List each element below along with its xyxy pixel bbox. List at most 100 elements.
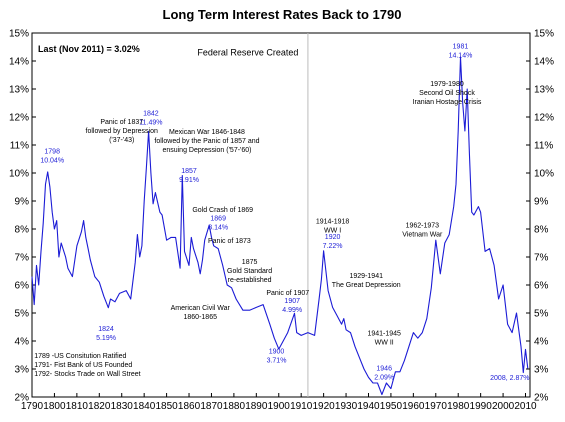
x-tick-label: 1980 xyxy=(447,401,470,412)
y-tick-label-left: 14% xyxy=(9,57,29,68)
y-tick-label-left: 4% xyxy=(15,337,30,348)
x-tick-label: 1870 xyxy=(200,401,223,412)
y-tick-label-right: 9% xyxy=(534,197,549,208)
y-tick-label-left: 7% xyxy=(15,253,30,264)
y-tick-label-left: 6% xyxy=(15,281,30,292)
x-tick-label: 1820 xyxy=(88,401,111,412)
x-tick-label: 1790 xyxy=(21,401,44,412)
annotation-label: 7.22% xyxy=(323,243,343,250)
y-tick-label-right: 8% xyxy=(534,225,549,236)
x-tick-label: 1860 xyxy=(178,401,201,412)
annotation-label: WW II xyxy=(375,339,394,346)
y-tick-label-right: 5% xyxy=(534,309,549,320)
federal-reserve-label: Federal Reserve Created xyxy=(197,47,298,57)
annotation-label: 10.04% xyxy=(40,157,64,164)
last-value-label: Last (Nov 2011) = 3.02% xyxy=(38,44,140,54)
x-axis: 1790 1800 1810 1820 1830 1840 1850 1860 1870 1880… xyxy=(21,393,537,412)
annotation-label: Gold Standard xyxy=(227,268,272,275)
annotation-label: 1791- Fist Bank of US Founded xyxy=(34,362,132,369)
annotation-label: Panic of 1837 xyxy=(100,119,143,126)
annotation-label: 1792- Stocks Trade on Wall Street xyxy=(34,371,140,378)
x-tick-label: 1890 xyxy=(245,401,268,412)
annotation-label: Mexican War 1846-1848 xyxy=(169,129,245,136)
annotation-label: 1979-1980 xyxy=(430,81,464,88)
annotation-label: Panic of 1907 xyxy=(266,290,309,297)
y-tick-label-left: 15% xyxy=(9,29,29,40)
annotation-label: 11.49% xyxy=(139,120,162,127)
annotation-label: 8.14% xyxy=(208,225,228,232)
annotation-label: followed by Depression xyxy=(86,128,158,135)
annotation-label: 1824 xyxy=(98,326,114,333)
annotation-label: The Great Depression xyxy=(332,282,401,289)
annotation-label: 1869 xyxy=(210,216,226,223)
y-tick-label-right: 14% xyxy=(534,57,554,68)
annotation-label: American Civil War xyxy=(171,305,231,312)
annotation-label: re-established xyxy=(228,277,272,284)
annotation-label: 1900 xyxy=(269,349,285,356)
annotation-label: 1907 xyxy=(284,298,300,305)
x-tick-label: 1850 xyxy=(155,401,178,412)
series-group xyxy=(31,56,529,396)
annotation-label: 1789 -US Consitution Ratified xyxy=(34,353,126,360)
x-tick-label: 1950 xyxy=(380,401,403,412)
annotation-label: 1857 xyxy=(181,168,197,175)
annotation-label: 1920 xyxy=(325,234,341,241)
y-tick-label-right: 11% xyxy=(534,141,553,152)
y-tick-label-left: 9% xyxy=(15,197,30,208)
annotation-label: ('37-'43) xyxy=(109,137,134,144)
y-tick-label-left: 13% xyxy=(9,85,29,96)
annotation-label: 3.71% xyxy=(267,358,287,365)
y-tick-label-right: 2% xyxy=(534,393,549,404)
rate-series-line xyxy=(31,56,529,396)
annotation-label: 9.91% xyxy=(179,177,199,184)
x-tick-label: 1830 xyxy=(111,401,134,412)
annotations: 1798 10.04% 1842 11.49%Panic of 1837 followe… xyxy=(34,43,529,382)
annotation-label: 1962-1973 xyxy=(406,223,440,230)
annotation-label: 1946 xyxy=(376,365,392,372)
annotation-label: Vietnam War xyxy=(402,232,443,239)
y-tick-label-left: 10% xyxy=(9,169,29,180)
x-tick-label: 1990 xyxy=(470,401,493,412)
x-tick-label: 2000 xyxy=(492,401,515,412)
y-tick-label-right: 4% xyxy=(534,337,549,348)
x-tick-label: 1940 xyxy=(357,401,380,412)
annotation-label: Second Oil Shock xyxy=(419,90,475,97)
x-tick-label: 1810 xyxy=(66,401,89,412)
plot-border xyxy=(31,32,531,398)
annotation-label: 2008, 2.87% xyxy=(490,375,529,382)
annotation-label: 4.99% xyxy=(282,307,302,314)
y-tick-label-left: 12% xyxy=(9,113,29,124)
y-tick-label-right: 15% xyxy=(534,29,554,40)
x-tick-label: 1910 xyxy=(290,401,313,412)
y-axis-right: 2% 3% 4% 5% 6% 7% 8% 9% 10% 11% 12% 13% 14% 15% xyxy=(526,29,554,404)
x-tick-label: 1960 xyxy=(402,401,425,412)
annotation-label: Gold Crash of 1869 xyxy=(192,207,253,214)
x-tick-label: 2010 xyxy=(514,401,537,412)
y-tick-label-left: 5% xyxy=(15,309,30,320)
x-tick-label: 1970 xyxy=(425,401,448,412)
annotation-label: ensuing Depression ('57-'60) xyxy=(162,147,251,154)
annotation-label: 1914-1918 xyxy=(316,218,350,225)
annotation-label: 1941-1945 xyxy=(367,330,401,337)
x-tick-label: 1900 xyxy=(268,401,291,412)
plot-frame xyxy=(31,32,531,398)
y-tick-label-left: 8% xyxy=(15,225,30,236)
annotation-label: Iranian Hostage Crisis xyxy=(413,99,482,106)
x-tick-label: 1800 xyxy=(43,401,66,412)
x-tick-label: 1920 xyxy=(312,401,335,412)
x-tick-label: 1880 xyxy=(223,401,246,412)
y-tick-label-right: 13% xyxy=(534,85,554,96)
annotation-label: Panic of 1873 xyxy=(208,238,251,245)
y-tick-label-left: 3% xyxy=(15,365,30,376)
y-tick-label-right: 12% xyxy=(534,113,554,124)
y-tick-label-right: 3% xyxy=(534,365,549,376)
annotation-label: 1875 xyxy=(242,259,258,266)
annotation-label: 1929-1941 xyxy=(350,273,384,280)
y-tick-label-right: 6% xyxy=(534,281,549,292)
annotation-label: 2.09% xyxy=(374,374,394,381)
annotation-label: 1860-1865 xyxy=(184,314,218,321)
x-tick-label: 1840 xyxy=(133,401,156,412)
annotation-label: WW I xyxy=(324,227,341,234)
